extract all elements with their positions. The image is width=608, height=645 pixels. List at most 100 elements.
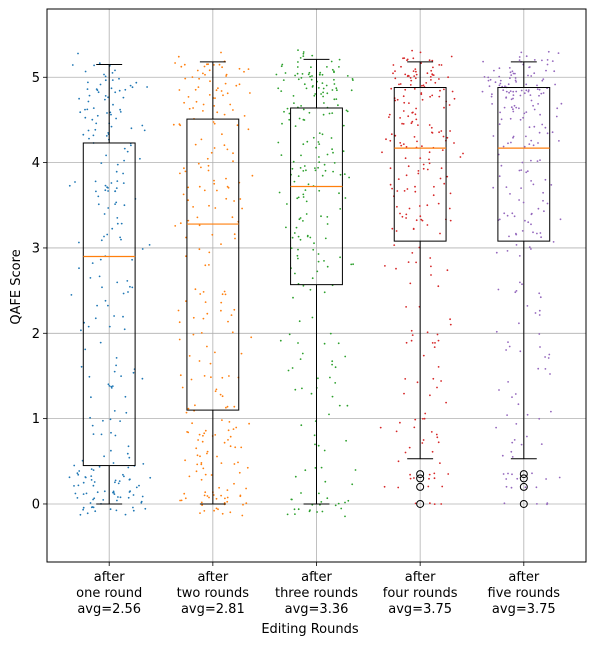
jitter-point xyxy=(196,454,199,457)
jitter-point xyxy=(413,88,416,90)
jitter-point xyxy=(546,59,549,61)
jitter-point xyxy=(123,147,126,150)
jitter-point xyxy=(538,292,541,295)
jitter-point xyxy=(302,196,305,198)
jitter-point xyxy=(521,230,524,232)
jitter-point xyxy=(495,251,498,254)
jitter-point xyxy=(293,508,296,511)
jitter-point xyxy=(540,236,542,239)
jitter-point xyxy=(213,122,216,125)
x-tick-label: avg=2.56 xyxy=(77,602,141,617)
jitter-point xyxy=(119,496,122,499)
jitter-point xyxy=(119,108,121,111)
jitter-point xyxy=(402,123,405,125)
jitter-point xyxy=(320,466,323,469)
boxes xyxy=(82,58,551,508)
jitter-point xyxy=(108,385,111,387)
jitter-point xyxy=(504,85,506,88)
jitter-point xyxy=(103,213,106,215)
jitter-point xyxy=(223,502,226,504)
jitter-point xyxy=(297,508,300,511)
jitter-point xyxy=(388,116,390,118)
jitter-point xyxy=(411,120,414,123)
jitter-point xyxy=(541,79,544,82)
jitter-point xyxy=(384,265,386,267)
outlier xyxy=(519,482,528,491)
jitter-point xyxy=(192,206,195,208)
jitter-point xyxy=(451,90,454,93)
jitter-point xyxy=(432,194,435,197)
jitter-point xyxy=(536,160,539,163)
jitter-point xyxy=(326,153,329,156)
jitter-point xyxy=(430,69,433,72)
jitter-point xyxy=(111,227,114,230)
jitter-point xyxy=(225,197,228,200)
jitter-point xyxy=(294,388,297,391)
jitter-point xyxy=(127,445,130,448)
jitter-point xyxy=(184,77,187,80)
jitter-point xyxy=(495,330,498,333)
jitter-point xyxy=(191,76,194,78)
jitter-point xyxy=(379,426,382,429)
jitter-point xyxy=(86,88,89,90)
jitter-point xyxy=(208,69,211,72)
jitter-point xyxy=(521,161,524,164)
jitter-point xyxy=(417,172,420,175)
jitter-point xyxy=(239,198,242,200)
jitter-point xyxy=(291,236,294,239)
jitter-point xyxy=(281,122,283,125)
jitter-point xyxy=(429,95,431,98)
jitter-point xyxy=(100,433,103,436)
jitter-point xyxy=(114,91,117,94)
jitter-point xyxy=(230,314,233,316)
jitter-point xyxy=(200,501,203,504)
jitter-point xyxy=(221,419,223,421)
jitter-point xyxy=(280,65,283,68)
jitter-point xyxy=(299,358,302,360)
jitter-point xyxy=(210,474,213,476)
jitter-point xyxy=(427,485,430,488)
jitter-point xyxy=(300,154,302,157)
jitter-point xyxy=(185,411,188,414)
jitter-point xyxy=(344,355,347,358)
jitter-point xyxy=(82,508,84,511)
jitter-point xyxy=(421,442,424,444)
jitter-point xyxy=(236,124,239,127)
jitter-point xyxy=(433,472,436,475)
jitter-point xyxy=(125,411,128,414)
jitter-point xyxy=(105,135,108,137)
jitter-point xyxy=(331,148,333,151)
outlier xyxy=(416,474,425,483)
x-tick-label: after xyxy=(197,570,228,585)
jitter-point xyxy=(334,382,337,384)
jitter-point xyxy=(521,283,523,286)
jitter-point xyxy=(142,463,145,465)
jitter-point xyxy=(215,497,218,500)
jitter-point xyxy=(124,513,127,516)
jitter-point xyxy=(293,232,296,234)
jitter-point xyxy=(403,57,406,59)
jitter-point xyxy=(113,370,116,373)
jitter-point xyxy=(326,92,329,95)
jitter-point xyxy=(128,491,131,493)
jitter-point xyxy=(538,88,541,91)
jitter-point xyxy=(243,70,245,73)
jitter-point xyxy=(198,360,201,362)
jitter-point xyxy=(350,89,353,92)
jitter-point xyxy=(339,173,342,176)
jitter-point xyxy=(107,383,110,386)
jitter-point xyxy=(92,498,94,501)
jitter-point xyxy=(507,341,509,343)
jitter-point xyxy=(89,416,91,419)
jitter-point xyxy=(414,113,417,116)
jitter-point xyxy=(558,140,560,142)
jitter-point xyxy=(296,254,299,257)
jitter-point xyxy=(307,183,310,186)
jitter-point xyxy=(558,476,561,479)
jitter-point xyxy=(98,62,101,65)
jitter-point xyxy=(126,150,129,153)
jitter-point xyxy=(84,108,86,111)
jitter-point xyxy=(344,501,346,504)
jitter-point xyxy=(287,369,290,372)
jitter-point xyxy=(429,76,432,78)
